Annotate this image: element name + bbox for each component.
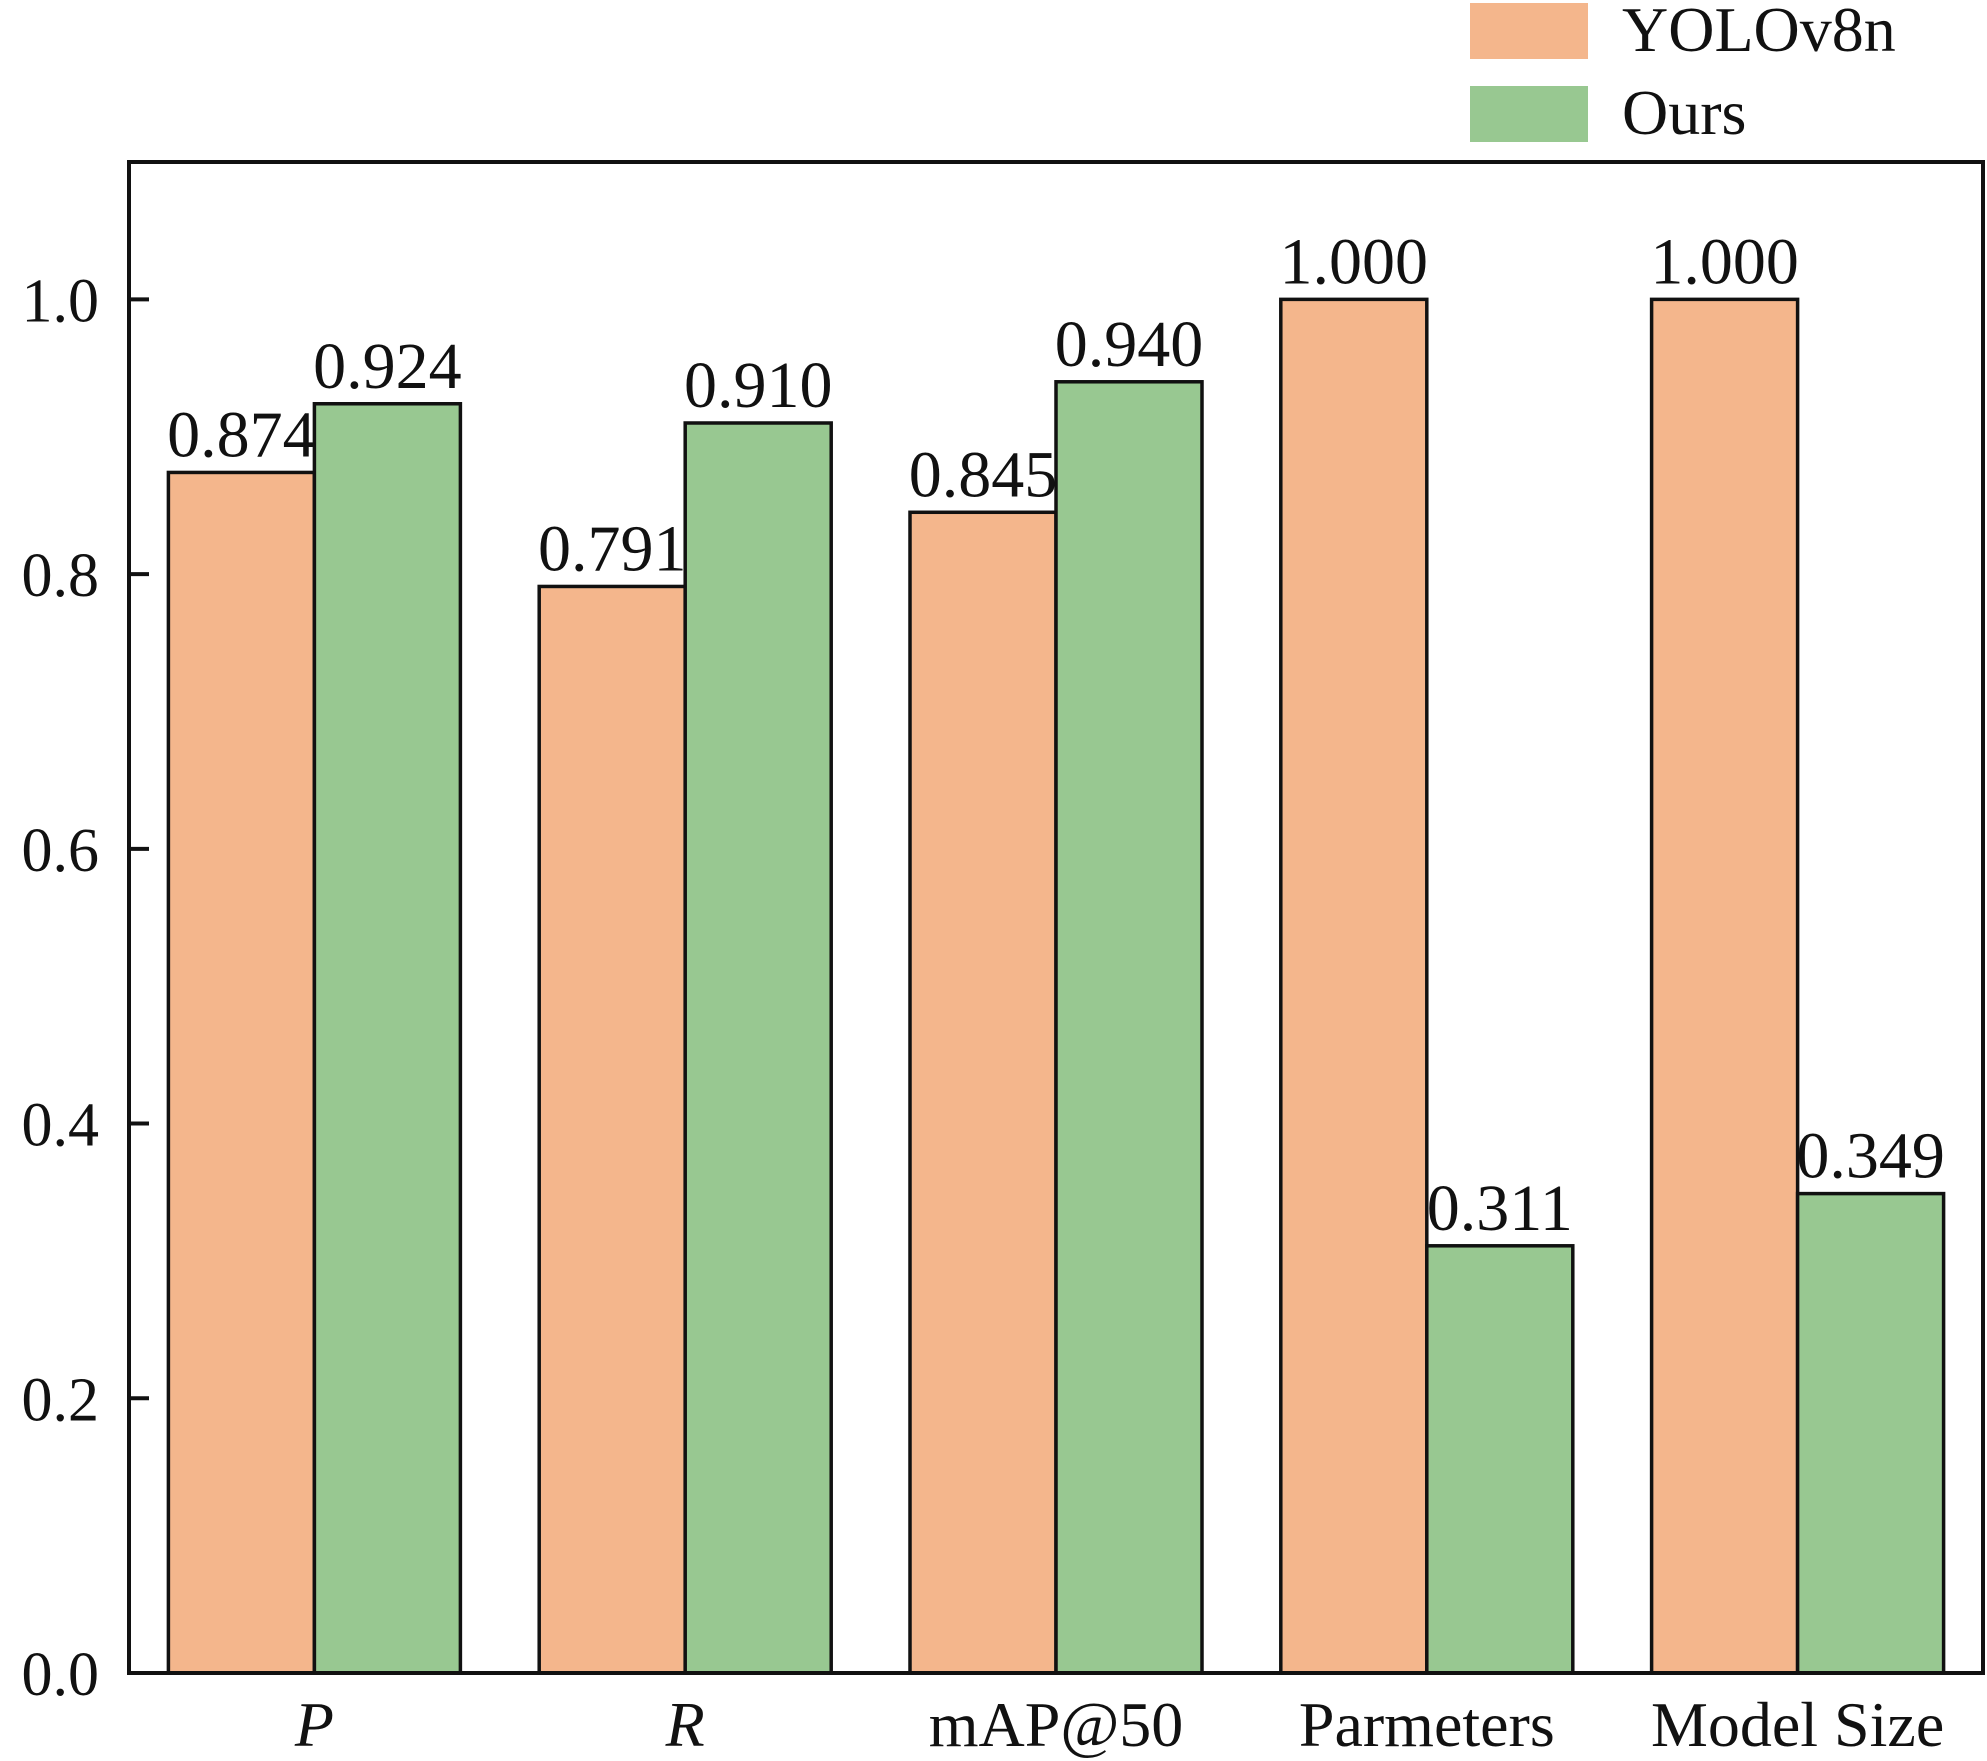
data-label: 0.924: [313, 330, 462, 403]
y-tick-label: 0.2: [22, 1366, 100, 1434]
bar-yolov8n-0: [166, 470, 317, 1675]
data-label: 1.000: [1650, 225, 1799, 298]
bar-ours-4: [1795, 1191, 1946, 1675]
y-tick-label: 0.8: [22, 542, 100, 610]
legend: YOLOv8n Ours: [1470, 0, 1896, 148]
data-label: 0.910: [684, 349, 833, 422]
data-label: 0.349: [1796, 1120, 1945, 1193]
data-label: 0.940: [1055, 308, 1204, 381]
bar-ours-1: [683, 421, 833, 1675]
data-label: 1.000: [1280, 225, 1429, 298]
legend-label: YOLOv8n: [1622, 0, 1896, 65]
x-tick-label: mAP@50: [929, 1689, 1184, 1760]
bars: [166, 297, 1946, 1675]
x-tick-label: R: [665, 1689, 705, 1760]
x-tick-label: P: [294, 1689, 334, 1760]
bar-yolov8n-3: [1279, 297, 1429, 1675]
x-tick-label: Model Size: [1651, 1689, 1944, 1760]
bar-ours-2: [1054, 380, 1204, 1675]
y-axis: 0.0 0.2 0.4 0.6 0.8 1.0: [22, 267, 149, 1709]
bar-yolov8n-2: [908, 510, 1058, 1675]
data-label: 0.311: [1427, 1172, 1573, 1245]
y-tick-label: 0.4: [22, 1092, 100, 1160]
data-label: 0.791: [538, 512, 687, 585]
y-tick-label: 1.0: [22, 267, 100, 335]
y-tick-label: 0.0: [22, 1641, 100, 1709]
bar-ours-3: [1425, 1244, 1575, 1675]
data-label: 0.874: [167, 398, 316, 471]
y-tick-label: 0.6: [22, 817, 100, 885]
bar-yolov8n-1: [537, 584, 687, 1675]
legend-swatch: [1470, 86, 1588, 142]
legend-swatch: [1470, 3, 1588, 59]
data-label: 0.845: [909, 438, 1058, 511]
bar-ours-0: [312, 402, 463, 1675]
bar-yolov8n-4: [1649, 297, 1800, 1675]
legend-label: Ours: [1622, 77, 1746, 148]
plot-frame: [127, 160, 1985, 1675]
x-tick-label: Parmeters: [1299, 1689, 1555, 1760]
